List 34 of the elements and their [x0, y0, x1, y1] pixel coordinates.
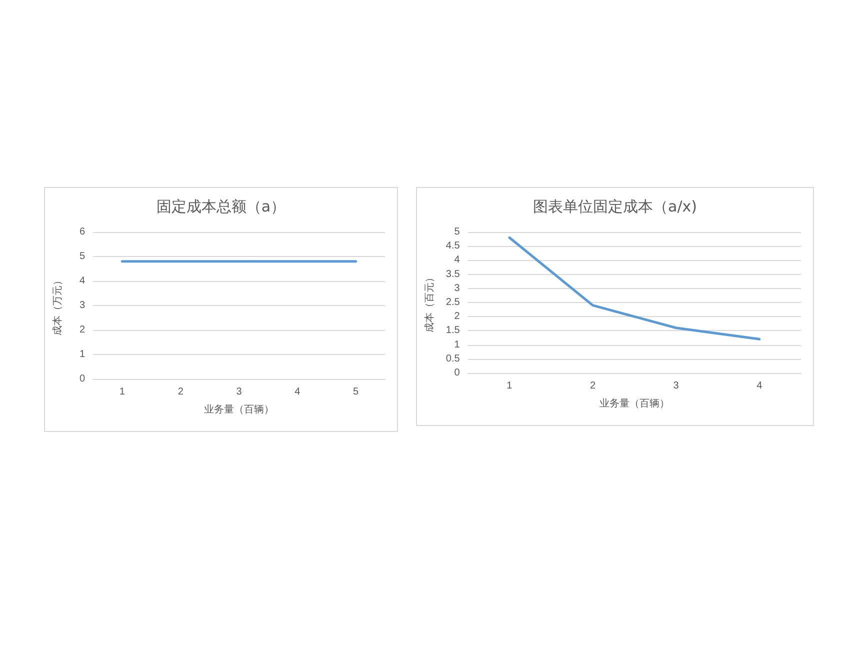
y-axis-title: 成本（百元）	[424, 272, 436, 332]
chart-title: 固定成本总额（a）	[156, 198, 286, 216]
y-tick-label: 4	[79, 276, 86, 286]
line-series	[508, 236, 761, 340]
x-tick-label: 5	[353, 386, 360, 398]
y-tick-label: 1	[79, 349, 86, 360]
x-tick-label: 3	[236, 386, 242, 398]
x-tick-label: 3	[673, 380, 680, 392]
x-axis-title: 业务量（百辆）	[204, 404, 274, 416]
y-tick-label: 3.5	[446, 268, 460, 280]
y-tick-label: 5	[79, 251, 86, 262]
y-tick-label: 0	[79, 374, 86, 384]
x-tick-label: 4	[756, 380, 763, 392]
y-tick-label: 4.5	[446, 240, 460, 252]
y-tick-label: 2	[454, 311, 460, 322]
y-tick-label: 6	[79, 226, 86, 238]
x-axis-title: 业务量（百辆）	[599, 398, 670, 410]
y-tick-label: 2.5	[446, 297, 460, 308]
x-tick-label: 2	[590, 380, 596, 392]
y-tick-label: 4	[454, 254, 460, 266]
y-tick-label: 2	[79, 324, 86, 336]
x-tick-label: 2	[178, 386, 184, 398]
y-tick-label: 1.5	[446, 325, 460, 336]
y-tick-label: 5	[454, 226, 460, 238]
chart-title: 图表单位固定成本（a/x)	[533, 198, 697, 216]
y-tick-label: 1	[454, 339, 460, 350]
y-tick-label: 0.5	[446, 353, 460, 364]
y-tick-label: 3	[79, 300, 86, 311]
y-axis-title: 成本（万元）	[52, 276, 64, 336]
y-tick-label: 0	[454, 368, 460, 378]
x-tick-label: 1	[506, 380, 513, 392]
x-tick-label: 1	[119, 386, 126, 398]
y-tick-label: 3	[454, 282, 460, 294]
x-tick-label: 4	[294, 386, 301, 398]
